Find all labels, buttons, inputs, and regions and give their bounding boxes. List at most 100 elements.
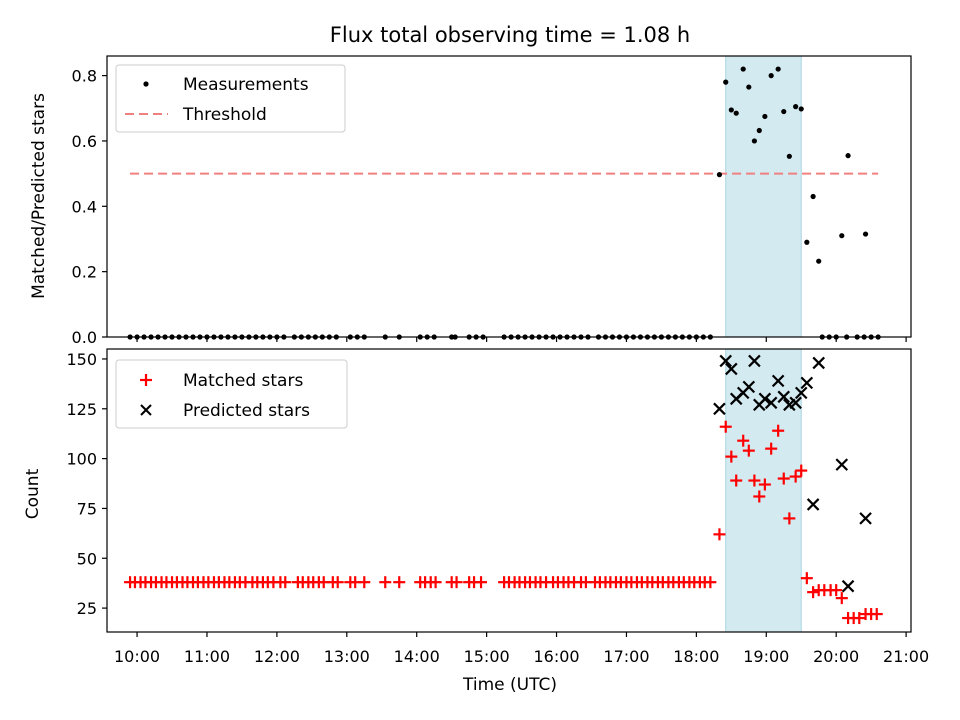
- matched-point: [835, 592, 848, 605]
- bottom-x-axis: 10:00 11:00 12:00 13:00 14:00 15:00 16:00 17:00…: [114, 632, 929, 666]
- matched-point: [725, 450, 738, 463]
- chart-title: Flux total observing time = 1.08 h: [330, 23, 690, 47]
- measurement-point: [786, 153, 792, 159]
- predicted-point: [771, 374, 785, 388]
- y-tick-label: 0.2: [72, 263, 97, 282]
- x-tick-label: 12:00: [254, 647, 300, 666]
- matched-point: [765, 442, 778, 455]
- y-tick-label: 25: [77, 599, 97, 618]
- matched-point: [830, 584, 843, 597]
- y-tick-label: 0.6: [72, 132, 97, 151]
- legend-x-marker: [140, 404, 152, 416]
- top-y-label: Matched/Predicted stars: [29, 93, 49, 299]
- predicted-point: [719, 354, 733, 368]
- x-tick-label: 18:00: [673, 647, 719, 666]
- matched-point: [475, 576, 488, 589]
- matched-point: [748, 474, 761, 487]
- x-axis-label: Time (UTC): [462, 675, 557, 695]
- matched-point: [800, 572, 813, 585]
- x-tick-label: 13:00: [324, 647, 370, 666]
- legend-plus-marker: [140, 374, 152, 386]
- x-tick-label: 21:00: [883, 647, 929, 666]
- measurement-point: [733, 110, 739, 116]
- matched-point: [704, 576, 717, 589]
- measurement-point: [862, 231, 869, 237]
- predicted-point: [812, 356, 825, 370]
- matched-point: [429, 576, 442, 589]
- x-tick-label: 17:00: [603, 647, 649, 666]
- predicted-point: [794, 386, 808, 400]
- y-tick-label: 0.8: [72, 67, 97, 86]
- bottom-y-axis: 25 50 75 100 125 150: [66, 350, 107, 618]
- predicted-points: [713, 354, 872, 593]
- bottom-legend: Matched stars Predicted stars: [115, 359, 348, 429]
- matched-point: [331, 576, 344, 589]
- top-frame: [106, 55, 912, 338]
- matched-points: [124, 420, 883, 625]
- measurement-point: [740, 66, 746, 72]
- predicted-point: [742, 380, 756, 394]
- y-tick-label: 0.0: [72, 328, 97, 347]
- top-y-axis: 0.0 0.2 0.4 0.6 0.8: [72, 67, 107, 347]
- matched-point: [807, 586, 820, 599]
- predicted-point: [758, 392, 772, 406]
- x-tick-label: 14:00: [394, 647, 440, 666]
- predicted-point: [841, 579, 855, 593]
- matched-point: [279, 576, 292, 589]
- predicted-point: [789, 396, 802, 410]
- measurement-point: [768, 73, 774, 79]
- matched-point: [742, 444, 755, 457]
- measurement-point: [728, 107, 734, 113]
- matched-point: [777, 472, 790, 485]
- measurement-point: [746, 84, 752, 90]
- predicted-point: [748, 354, 761, 368]
- measurement-points: [127, 66, 881, 340]
- x-tick-label: 16:00: [533, 647, 579, 666]
- measurement-point: [845, 153, 851, 159]
- top-x-ticks: [136, 337, 907, 342]
- matched-point: [730, 474, 743, 487]
- measurement-point: [793, 104, 799, 110]
- measurement-point: [798, 106, 804, 112]
- matched-point: [753, 490, 766, 503]
- matched-point: [719, 420, 732, 433]
- legend-measurements: Measurements: [183, 75, 309, 95]
- measurement-point: [751, 138, 757, 144]
- y-tick-label: 125: [66, 400, 97, 419]
- matched-point: [758, 478, 771, 491]
- measurement-point: [716, 172, 723, 178]
- measurement-point: [762, 113, 768, 120]
- x-tick-label: 11:00: [184, 647, 230, 666]
- predicted-point: [835, 458, 849, 471]
- measurement-point: [810, 193, 816, 200]
- matched-point: [772, 424, 785, 437]
- bottom-span: [725, 348, 802, 633]
- matched-point: [379, 576, 392, 589]
- measurement-point: [775, 66, 781, 72]
- predicted-point: [725, 362, 738, 376]
- x-tick-label: 20:00: [813, 647, 859, 666]
- matched-point: [789, 470, 802, 483]
- y-tick-label: 150: [66, 350, 97, 369]
- predicted-point: [800, 376, 814, 390]
- x-tick-label: 10:00: [114, 647, 160, 666]
- measurement-point: [816, 258, 822, 264]
- measurement-point: [839, 233, 845, 239]
- measurement-point: [781, 108, 787, 115]
- bottom-panel: 25 50 75 100 125 150 10:00 11:00 12:00 13:00 14:0…: [23, 348, 929, 695]
- measurement-point: [723, 79, 729, 85]
- legend-predicted: Predicted stars: [183, 401, 310, 421]
- legend-matched: Matched stars: [183, 371, 303, 391]
- matched-point: [450, 576, 463, 589]
- top-span: [725, 55, 802, 338]
- legend-dot-marker: [143, 81, 149, 87]
- y-tick-label: 0.4: [72, 197, 97, 216]
- bottom-frame: [106, 348, 912, 633]
- predicted-point: [806, 498, 820, 511]
- matched-point: [795, 464, 808, 477]
- predicted-point: [713, 402, 726, 416]
- matched-point: [783, 512, 796, 525]
- y-tick-label: 75: [77, 499, 97, 518]
- predicted-point: [764, 396, 778, 410]
- matched-point: [853, 612, 866, 625]
